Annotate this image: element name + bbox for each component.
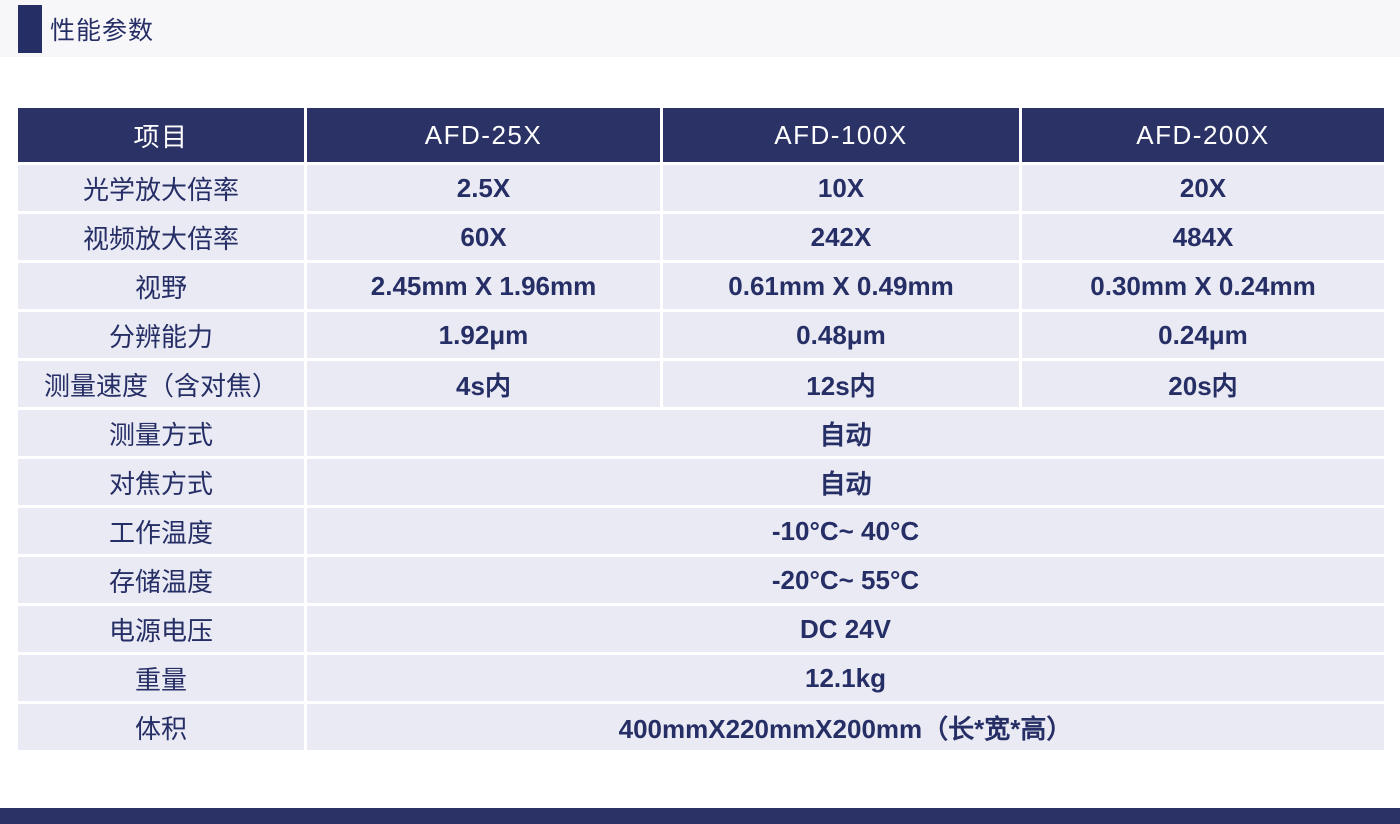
cell-value: 10X — [663, 165, 1022, 214]
spec-row-optical-magnification: 光学放大倍率 2.5X 10X 20X — [18, 165, 1384, 214]
row-label: 存储温度 — [18, 557, 307, 606]
column-header-afd-100x: AFD-100X — [663, 108, 1022, 165]
row-label: 视频放大倍率 — [18, 214, 307, 263]
column-header-item: 项目 — [18, 108, 307, 165]
cell-value: 60X — [307, 214, 663, 263]
table-header-row: 项目 AFD-25X AFD-100X AFD-200X — [18, 108, 1384, 165]
row-label: 测量方式 — [18, 410, 307, 459]
row-label: 工作温度 — [18, 508, 307, 557]
spec-row-dimensions: 体积 400mmX220mmX200mm（长*宽*高） — [18, 704, 1384, 753]
spec-row-field-of-view: 视野 2.45mm X 1.96mm 0.61mm X 0.49mm 0.30m… — [18, 263, 1384, 312]
spec-row-weight: 重量 12.1kg — [18, 655, 1384, 704]
cell-value: 2.5X — [307, 165, 663, 214]
cell-value: 1.92μm — [307, 312, 663, 361]
page-title: 性能参数 — [50, 16, 155, 45]
cell-value: 4s内 — [307, 361, 663, 410]
cell-value-merged: DC 24V — [307, 606, 1384, 655]
spec-row-video-magnification: 视频放大倍率 60X 242X 484X — [18, 214, 1384, 263]
row-label: 电源电压 — [18, 606, 307, 655]
spec-row-focus-mode: 对焦方式 自动 — [18, 459, 1384, 508]
cell-value-merged: -10°C~ 40°C — [307, 508, 1384, 557]
cell-value-merged: -20°C~ 55°C — [307, 557, 1384, 606]
column-header-afd-25x: AFD-25X — [307, 108, 663, 165]
spec-row-measurement-mode: 测量方式 自动 — [18, 410, 1384, 459]
row-label: 分辨能力 — [18, 312, 307, 361]
cell-value: 12s内 — [663, 361, 1022, 410]
spec-row-storage-temperature: 存储温度 -20°C~ 55°C — [18, 557, 1384, 606]
row-label: 光学放大倍率 — [18, 165, 307, 214]
spec-row-resolution: 分辨能力 1.92μm 0.48μm 0.24μm — [18, 312, 1384, 361]
cell-value-merged: 自动 — [307, 459, 1384, 508]
cell-value: 20s内 — [1022, 361, 1384, 410]
cell-value: 484X — [1022, 214, 1384, 263]
spec-row-power-voltage: 电源电压 DC 24V — [18, 606, 1384, 655]
cell-value: 20X — [1022, 165, 1384, 214]
cell-value: 0.48μm — [663, 312, 1022, 361]
cell-value: 242X — [663, 214, 1022, 263]
cell-value-merged: 自动 — [307, 410, 1384, 459]
row-label: 测量速度（含对焦） — [18, 361, 307, 410]
section-header: 性能参数 — [0, 0, 1400, 57]
spec-row-operating-temperature: 工作温度 -10°C~ 40°C — [18, 508, 1384, 557]
row-label: 体积 — [18, 704, 307, 753]
row-label: 视野 — [18, 263, 307, 312]
cell-value: 0.61mm X 0.49mm — [663, 263, 1022, 312]
footer-accent-bar — [0, 808, 1400, 824]
column-header-afd-200x: AFD-200X — [1022, 108, 1384, 165]
cell-value-merged: 12.1kg — [307, 655, 1384, 704]
cell-value: 2.45mm X 1.96mm — [307, 263, 663, 312]
title-accent-block — [18, 4, 42, 53]
cell-value: 0.30mm X 0.24mm — [1022, 263, 1384, 312]
cell-value-merged: 400mmX220mmX200mm（长*宽*高） — [307, 704, 1384, 753]
spec-table: 项目 AFD-25X AFD-100X AFD-200X 光学放大倍率 2.5X… — [18, 108, 1384, 753]
cell-value: 0.24μm — [1022, 312, 1384, 361]
row-label: 对焦方式 — [18, 459, 307, 508]
spec-row-measurement-speed: 测量速度（含对焦） 4s内 12s内 20s内 — [18, 361, 1384, 410]
row-label: 重量 — [18, 655, 307, 704]
